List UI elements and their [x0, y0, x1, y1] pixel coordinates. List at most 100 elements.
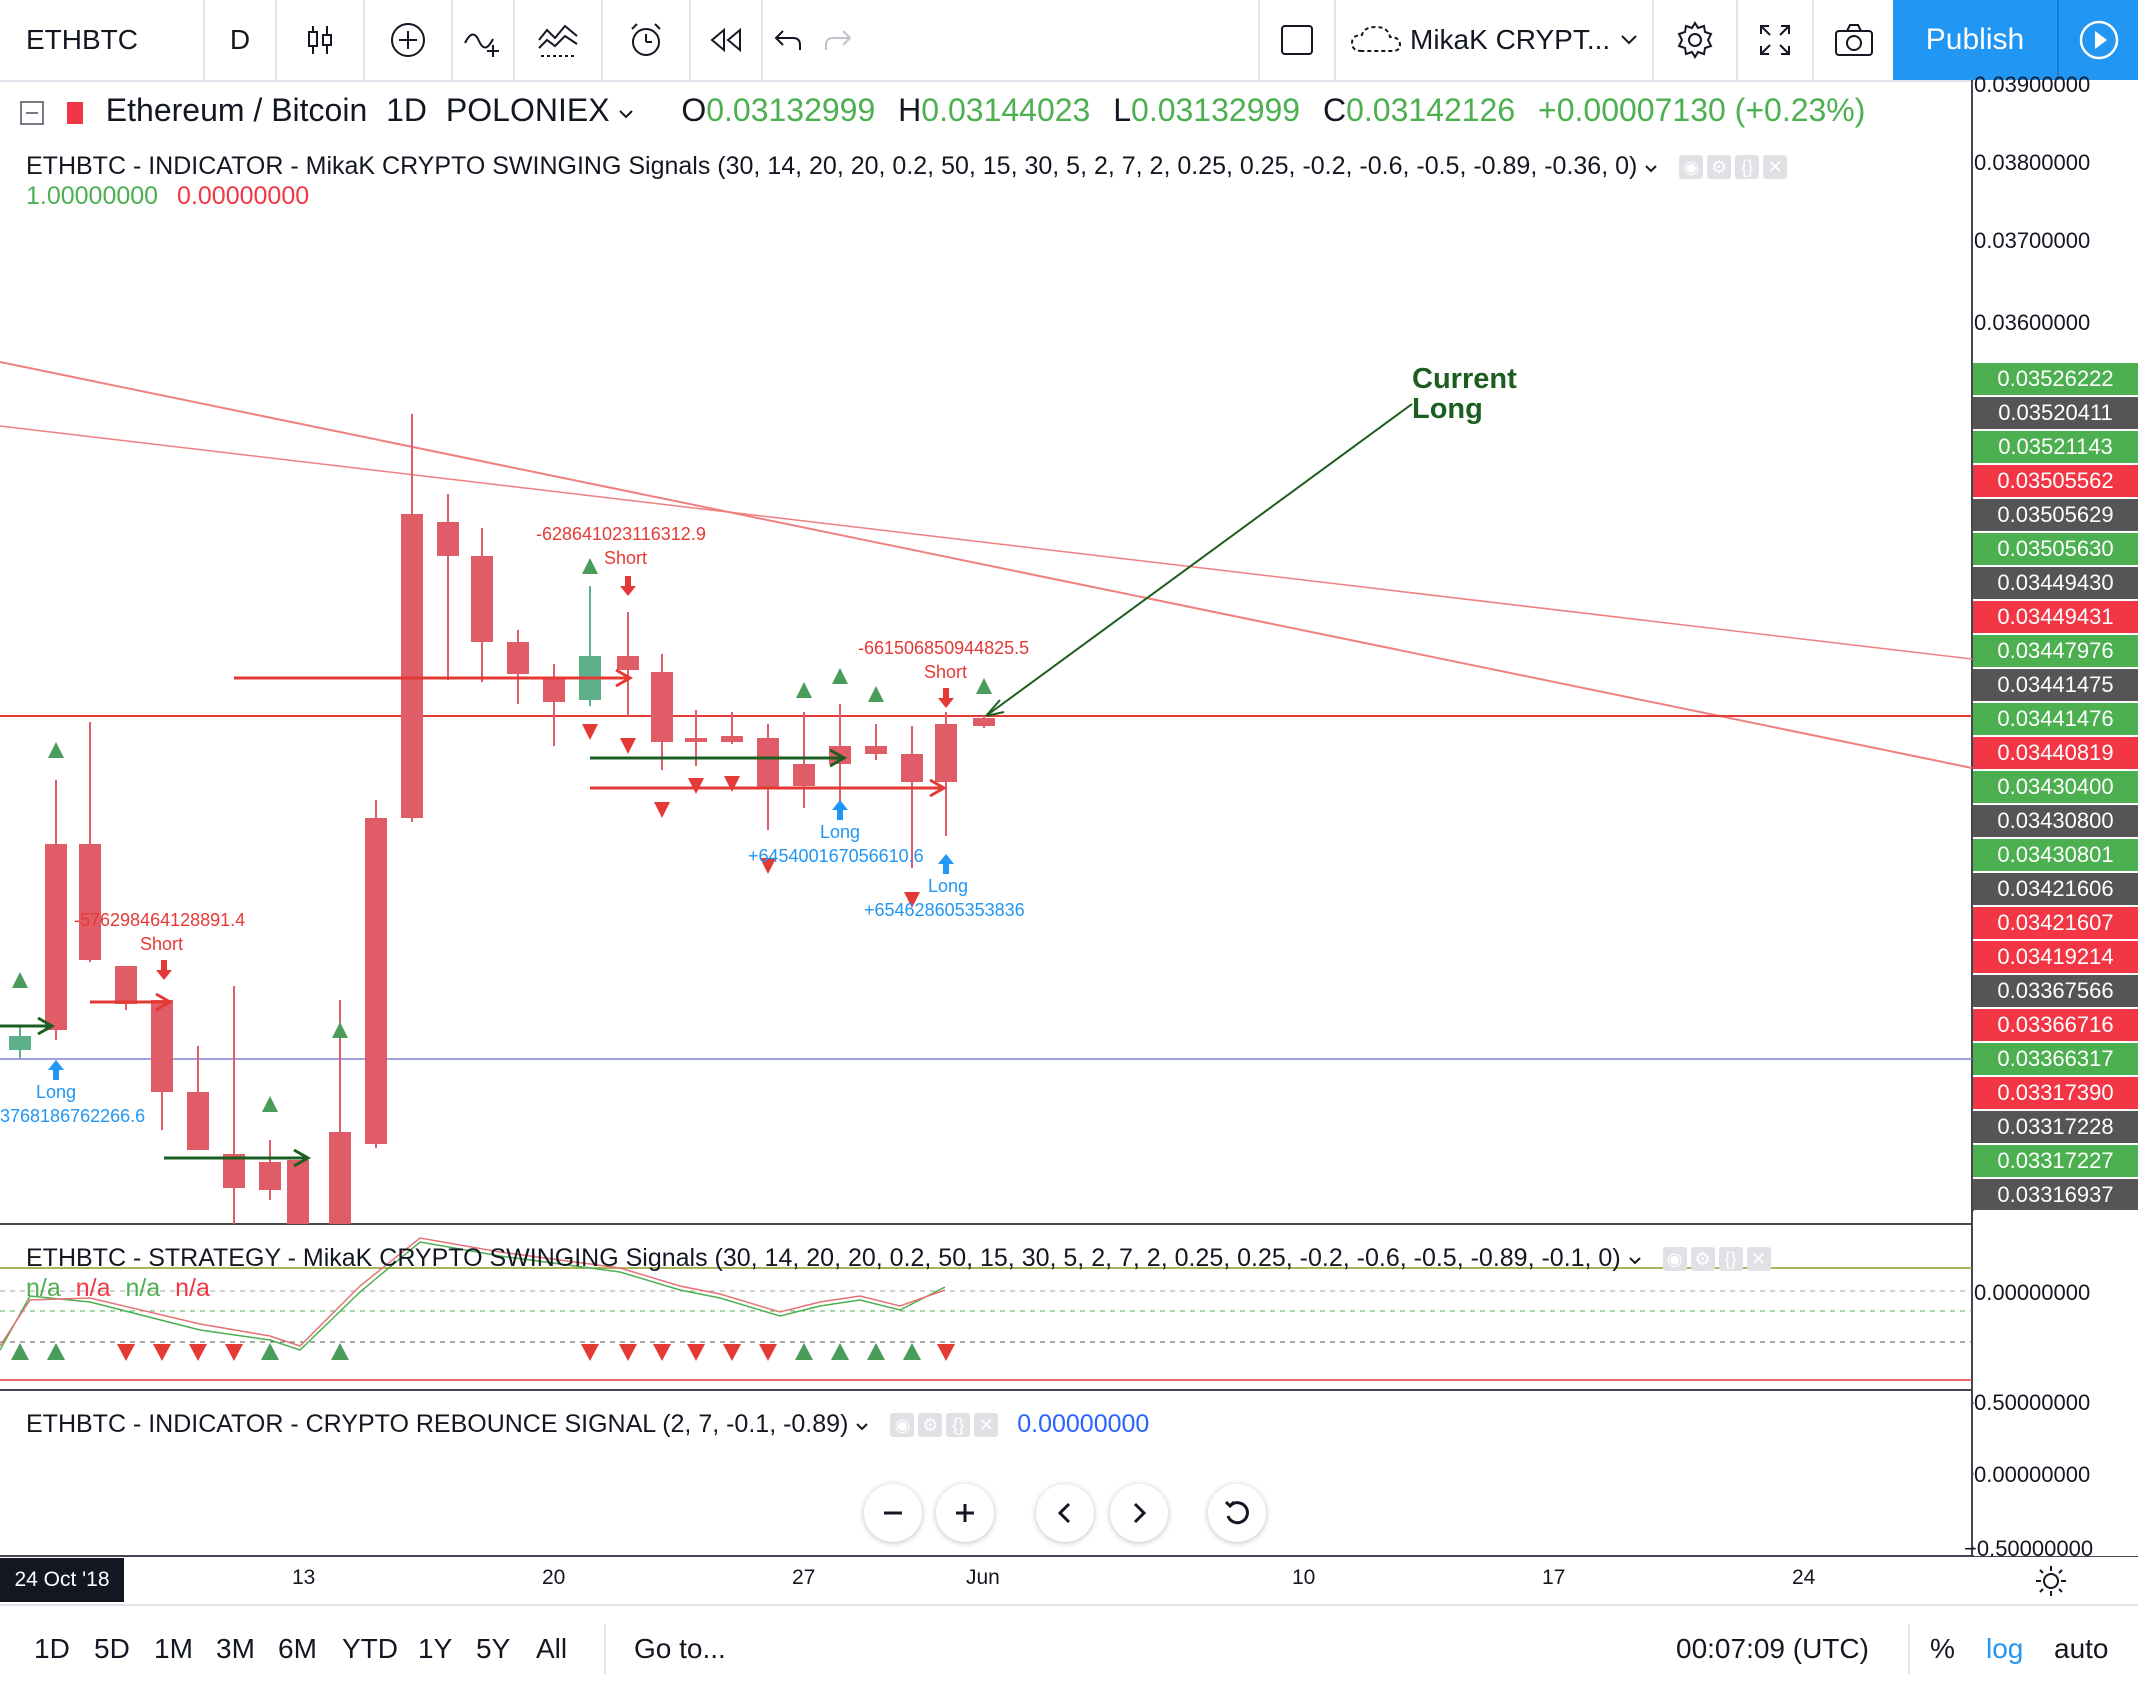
chart-canvas[interactable]: [0, 80, 2138, 1604]
source-code-icon[interactable]: {}: [1735, 155, 1760, 180]
clock-label[interactable]: 00:07:09 (UTC): [1676, 1633, 1869, 1664]
trend-line[interactable]: [0, 361, 1973, 769]
short-arrow: [938, 688, 954, 708]
eye-icon[interactable]: ◉: [1679, 155, 1704, 180]
chevron-down-icon: [1621, 35, 1637, 45]
current-long-arrow[interactable]: [985, 403, 1413, 717]
settings-button[interactable]: [1654, 0, 1738, 80]
price-label: 0.03441476: [1973, 703, 2138, 735]
close-label: C: [1322, 92, 1347, 128]
current-long-label[interactable]: Current Long: [1412, 364, 1517, 424]
time-axis[interactable]: 24 Oct '18 13 20 27 Jun 10 17 24: [0, 1558, 2138, 1604]
interval-button[interactable]: D: [205, 0, 277, 80]
expand-arrows-icon: [1760, 25, 1790, 55]
range-1m[interactable]: 1M: [154, 1633, 193, 1664]
cloud-icon: [1350, 25, 1402, 52]
zoom-in-button[interactable]: [936, 1484, 994, 1542]
plus-icon: [956, 1504, 974, 1522]
range-5y[interactable]: 5Y: [476, 1633, 511, 1664]
publish-button[interactable]: Publish: [1893, 0, 2057, 80]
candle-body: [401, 514, 423, 818]
candle-body: [223, 1154, 245, 1188]
candle-body: [651, 672, 673, 742]
high-label: H: [898, 92, 922, 128]
eye-icon[interactable]: ◉: [890, 1413, 915, 1438]
templates-button[interactable]: [515, 0, 603, 80]
strategy-value: n/a: [175, 1274, 210, 1302]
candle-body: [9, 1036, 31, 1050]
goto-button[interactable]: Go to...: [634, 1633, 726, 1664]
gear-icon: [1677, 21, 1713, 59]
rebounce-title[interactable]: ETHBTC - INDICATOR - CRYPTO REBOUNCE SIG…: [26, 1410, 849, 1438]
price-label: 0.03520411: [1973, 397, 2138, 429]
strategy-sell-marker: [117, 1344, 135, 1361]
chevron-down-icon[interactable]: [855, 1422, 869, 1432]
reset-chart-button[interactable]: [1208, 1484, 1266, 1542]
percent-toggle[interactable]: %: [1930, 1633, 1955, 1664]
redo-icon[interactable]: [823, 27, 853, 53]
price-label: 0.03317228: [1973, 1111, 2138, 1143]
snapshot-button[interactable]: [1814, 0, 1893, 80]
time-label: 27: [792, 1566, 816, 1589]
gear-icon[interactable]: ⚙: [1690, 1247, 1715, 1272]
source-code-icon[interactable]: {}: [946, 1413, 971, 1438]
range-1y[interactable]: 1Y: [418, 1633, 453, 1664]
replay-button[interactable]: [691, 0, 763, 80]
chevron-down-icon[interactable]: [1644, 164, 1658, 174]
range-ytd[interactable]: YTD: [342, 1633, 398, 1664]
zoom-out-button[interactable]: [864, 1484, 922, 1542]
indicator-values: 1.00000000 0.00000000: [26, 182, 309, 211]
layout-menu-button[interactable]: MikaK CRYPT...: [1336, 0, 1654, 80]
range-3m[interactable]: 3M: [216, 1633, 255, 1664]
indicator-title[interactable]: ETHBTC - INDICATOR - MikaK CRYPTO SWINGI…: [26, 152, 1638, 180]
square-icon: [1281, 25, 1313, 55]
source-code-icon[interactable]: {}: [1718, 1247, 1743, 1272]
fullscreen-toggle-button[interactable]: [1258, 0, 1336, 80]
close-icon[interactable]: ✕: [1746, 1247, 1771, 1272]
position-line: [0, 1016, 56, 1036]
expand-button[interactable]: [1738, 0, 1814, 80]
range-5d[interactable]: 5D: [94, 1633, 130, 1664]
candle-body: [507, 642, 529, 674]
range-6m[interactable]: 6M: [278, 1633, 317, 1664]
chart-style-button[interactable]: [277, 0, 365, 80]
time-label: 13: [292, 1566, 316, 1589]
pair-name[interactable]: Ethereum / Bitcoin: [105, 92, 368, 128]
candle-body: [757, 738, 779, 788]
range-all[interactable]: All: [536, 1633, 568, 1664]
range-1d[interactable]: 1D: [34, 1633, 70, 1664]
chevron-down-icon[interactable]: [618, 109, 634, 121]
buy-triangle: [332, 1022, 348, 1038]
strategy-title[interactable]: ETHBTC - STRATEGY - MikaK CRYPTO SWINGIN…: [26, 1244, 1621, 1272]
close-icon[interactable]: ✕: [974, 1413, 999, 1438]
scroll-right-button[interactable]: [1110, 1484, 1168, 1542]
indicator-value-1: 1.00000000: [26, 182, 159, 210]
scroll-left-button[interactable]: [1036, 1484, 1094, 1542]
price-tick: 0.03800000: [1974, 150, 2091, 175]
gear-icon[interactable]: ⚙: [918, 1413, 943, 1438]
gear-icon[interactable]: ⚙: [1707, 155, 1732, 180]
alert-button[interactable]: [603, 0, 691, 80]
strategy-slow-line: [0, 1237, 946, 1347]
log-toggle[interactable]: log: [1986, 1633, 2024, 1664]
position-line: [90, 992, 174, 1012]
long-value-label: 3768186762266.6: [0, 1106, 146, 1126]
settings-sun-icon[interactable]: [2034, 1564, 2068, 1598]
chevron-down-icon[interactable]: [1628, 1256, 1642, 1266]
close-icon[interactable]: ✕: [1763, 155, 1788, 180]
symbol-search-button[interactable]: ETHBTC: [0, 0, 205, 80]
plus-circle-icon: [391, 23, 425, 57]
collapse-icon[interactable]: [20, 100, 44, 125]
rebounce-scale-tick: 0.00000000: [1974, 1462, 2091, 1487]
compare-button[interactable]: [365, 0, 453, 80]
strategy-sell-marker: [723, 1344, 741, 1361]
eye-icon[interactable]: ◉: [1662, 1247, 1687, 1272]
play-button[interactable]: [2057, 0, 2138, 80]
indicators-button[interactable]: [453, 0, 515, 80]
undo-icon[interactable]: [773, 27, 803, 53]
price-tick: 0.03900000: [1974, 72, 2091, 97]
strategy-value: n/a: [26, 1274, 61, 1302]
auto-toggle[interactable]: auto: [2054, 1633, 2109, 1664]
trend-line[interactable]: [0, 425, 1973, 660]
candle-body: [287, 1160, 309, 1224]
